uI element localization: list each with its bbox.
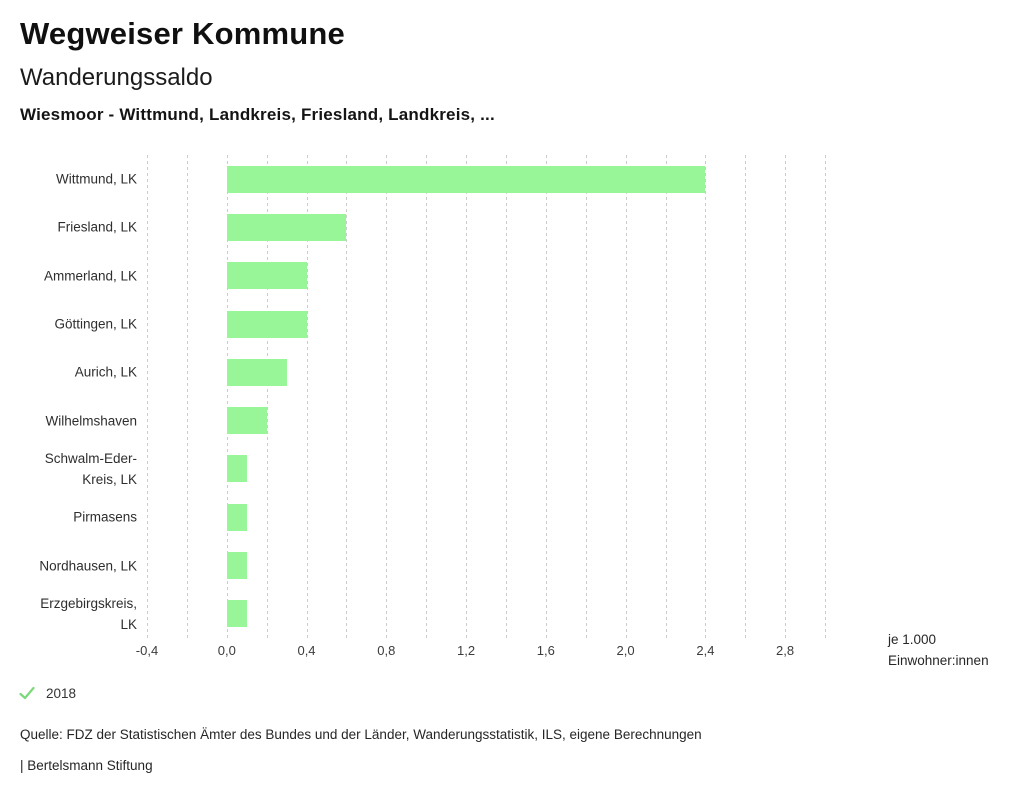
gridline [306, 155, 308, 638]
x-tick-label: 2,4 [696, 643, 715, 658]
gridline [745, 155, 747, 638]
category-label-Göttingen, LK: Göttingen, LK [54, 316, 137, 332]
x-tick-label: 0,0 [217, 643, 236, 658]
check-icon [19, 686, 35, 700]
app-title: Wegweiser Kommune [20, 16, 345, 51]
gridline [665, 155, 667, 638]
x-tick-label: 0,4 [297, 643, 316, 658]
gridline [705, 155, 707, 638]
chart-comparison-subtitle: Wiesmoor - Wittmund, Landkreis, Frieslan… [20, 105, 495, 124]
axis-unit-note: je 1.000 Einwohner:innen [888, 629, 989, 671]
bar-Ammerland, LK [226, 262, 307, 290]
bar-Nordhausen, LK [226, 552, 247, 579]
category-label-Aurich, LK: Aurich, LK [74, 364, 137, 380]
plot-area [147, 155, 826, 638]
gridline [466, 155, 468, 638]
category-label-Nordhausen, LK: Nordhausen, LK [39, 558, 137, 573]
gridline [825, 155, 826, 638]
gridline [585, 155, 587, 638]
bar-Friesland, LK [226, 213, 347, 241]
gridline [346, 155, 348, 638]
x-tick-label: 2,8 [776, 643, 795, 658]
legend-year-label: 2018 [46, 685, 77, 701]
axis-unit-note-line2: Einwohner:innen [888, 653, 989, 668]
category-label-Pirmasens: Pirmasens [73, 509, 137, 525]
bar-Pirmasens [226, 503, 247, 531]
x-tick-label: 1,6 [536, 643, 555, 658]
bar-Erzgebirgskreis, LK [226, 600, 247, 628]
x-tick-label: 0,8 [377, 643, 396, 658]
gridline [426, 155, 428, 638]
check-stroke [19, 686, 35, 700]
x-tick-label: 2,0 [616, 643, 635, 658]
category-label-Wittmund, LK: Wittmund, LK [55, 171, 137, 187]
chart-title: Wanderungssaldo [20, 64, 213, 91]
bar-Aurich, LK [226, 358, 287, 386]
gridline [505, 155, 507, 638]
x-axis-tick-labels: -0,4 0,0 0,4 0,8 1,2 1,6 2,0 2,4 2,8 [136, 643, 825, 661]
bar-Schwalm-Eder-Kreis, LK [226, 455, 247, 483]
x-tick-label: -0,4 [135, 643, 159, 658]
category-label-Ammerland, LK: Ammerland, LK [43, 268, 137, 284]
gridline [785, 155, 787, 638]
legend-item-2018[interactable]: 2018 [19, 685, 76, 701]
category-label-Friesland, LK: Friesland, LK [57, 219, 137, 235]
gridline [147, 155, 148, 638]
gridline [625, 155, 627, 638]
gridline [226, 155, 228, 638]
axis-unit-note-line1: je 1.000 [888, 632, 937, 647]
category-label-Schwalm-Eder-Kreis, LK: Schwalm-Eder- Kreis, LK [44, 450, 137, 487]
category-axis-labels: Wittmund, LK Friesland, LK Ammerland, LK Gö… [0, 155, 137, 638]
category-label-Wilhelmshaven: Wilhelmshaven [45, 413, 137, 429]
gridline [386, 155, 388, 638]
bar-Wittmund, LK [226, 165, 706, 193]
gridline [266, 155, 268, 638]
source-text: Quelle: FDZ der Statistischen Ämter des … [20, 727, 702, 742]
x-tick-label: 1,2 [457, 643, 476, 658]
gridline [186, 155, 188, 638]
bar-Göttingen, LK [226, 310, 307, 338]
brand-text: | Bertelsmann Stiftung [20, 758, 153, 773]
bar-Wilhelmshaven [226, 407, 267, 435]
gridline [545, 155, 547, 638]
category-label-Erzgebirgskreis, LK: Erzgebirgskreis, LK [40, 595, 137, 632]
